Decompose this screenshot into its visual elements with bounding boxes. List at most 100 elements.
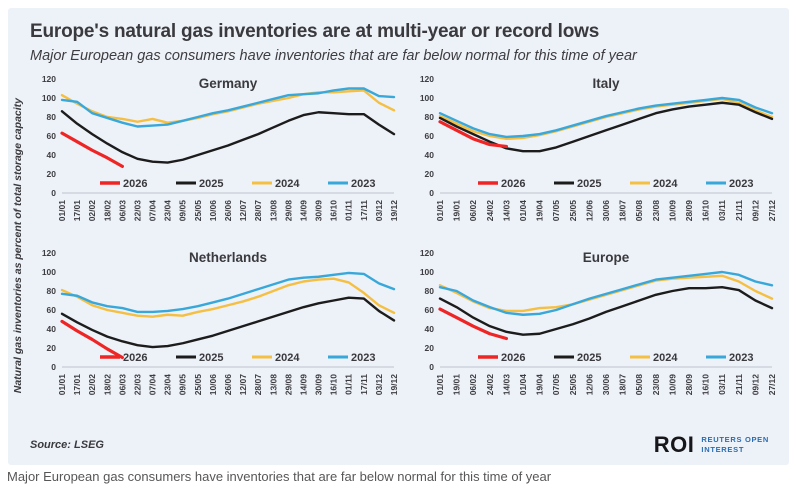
x-tick-label: 30/06 — [601, 200, 611, 222]
y-tick-label: 40 — [47, 150, 57, 160]
source-value: LSEG — [74, 439, 104, 451]
x-tick-label: 09/12 — [750, 374, 760, 396]
legend-item-2025: 2025 — [553, 352, 601, 364]
y-tick-label: 80 — [47, 286, 57, 296]
x-tick-label: 23/04 — [163, 200, 173, 222]
y-tick-label: 40 — [424, 324, 434, 334]
x-tick-label: 28/07 — [253, 374, 263, 396]
roi-logo-mark: ROI — [653, 432, 695, 457]
x-tick-label: 10/06 — [208, 200, 218, 222]
legend-label-2023: 2023 — [729, 352, 753, 364]
x-tick-label: 10/09 — [667, 200, 677, 222]
x-tick-label: 16/10 — [700, 374, 710, 396]
x-tick-label: 17/01 — [72, 200, 82, 222]
chart-card: Europe's natural gas inventories are at … — [8, 8, 789, 465]
y-tick-label: 120 — [42, 248, 56, 258]
legend-label-2026: 2026 — [123, 178, 147, 190]
series-line-2024 — [60, 89, 396, 124]
x-tick-label: 18/02 — [102, 374, 112, 396]
y-tick-label: 120 — [419, 74, 433, 84]
legend-item-2026: 2026 — [477, 352, 525, 364]
x-tick-label: 01/01 — [57, 200, 67, 222]
legend-label-2025: 2025 — [199, 352, 223, 364]
charts-grid: Germany 0 20 40 60 80 100 120 01/01 17/01 02/02 18/… — [30, 72, 785, 418]
legend-label-2024: 2024 — [275, 352, 300, 364]
y-tick-label: 100 — [419, 93, 433, 103]
x-tick-label: 14/03 — [501, 200, 511, 222]
series-line-2023 — [60, 87, 396, 128]
y-tick-label: 0 — [51, 362, 56, 372]
legend-item-2023: 2023 — [328, 178, 375, 190]
legend-item-2025: 2025 — [176, 352, 223, 364]
y-tick-label: 100 — [42, 93, 56, 103]
x-tick-label: 01/11 — [344, 374, 354, 395]
y-tick-label: 60 — [424, 131, 434, 141]
x-tick-label: 29/08 — [283, 374, 293, 396]
x-tick-label: 19/12 — [389, 374, 399, 396]
legend-item-2026: 2026 — [100, 352, 147, 364]
x-tick-label: 25/05 — [567, 200, 577, 222]
charts-area: Natural gas inventories as percent of to… — [8, 72, 789, 418]
plot-italy: Italy 0 20 40 60 80 100 120 01/01 19/01 06/02 24/02… — [419, 74, 777, 222]
x-tick-label: 22/03 — [132, 200, 142, 222]
x-tick-label: 23/08 — [650, 200, 660, 222]
x-tick-label: 12/06 — [584, 200, 594, 222]
x-tick-label: 28/09 — [684, 200, 694, 222]
y-tick-label: 40 — [47, 324, 57, 334]
legend-item-2023: 2023 — [705, 352, 753, 364]
source-note: Source: LSEG — [30, 439, 104, 451]
x-tick-label: 27/12 — [767, 374, 777, 396]
x-tick-label: 05/08 — [634, 200, 644, 222]
shared-y-axis-label: Natural gas inventories as percent of to… — [10, 72, 26, 420]
series-line-2026 — [437, 307, 508, 341]
x-tick-label: 19/04 — [534, 200, 544, 222]
x-tick-label: 01/04 — [518, 374, 528, 396]
y-tick-label: 120 — [419, 248, 433, 258]
source-label: Source: — [30, 439, 71, 451]
x-tick-label: 24/02 — [484, 374, 494, 396]
x-tick-label: 21/11 — [733, 200, 743, 221]
legend-item-2025: 2025 — [553, 178, 601, 190]
x-tick-label: 24/02 — [484, 200, 494, 222]
roi-logo-line2: INTEREST — [701, 445, 745, 454]
x-tick-label: 17/11 — [359, 200, 369, 221]
x-tick-label: 27/12 — [767, 200, 777, 222]
x-tick-label: 03/11 — [717, 374, 727, 395]
x-tick-label: 01/01 — [57, 374, 67, 396]
x-tick-label: 12/06 — [584, 374, 594, 396]
chart-italy: Italy 0 20 40 60 80 100 120 01/01 19/01 06/02 24/02… — [408, 72, 786, 244]
y-tick-label: 20 — [424, 343, 434, 353]
legend-item-2026: 2026 — [100, 178, 147, 190]
x-tick-label: 25/05 — [193, 200, 203, 222]
legend-label-2023: 2023 — [351, 352, 375, 364]
x-tick-label: 07/04 — [148, 374, 158, 396]
x-tick-label: 18/02 — [102, 200, 112, 222]
x-tick-label: 06/03 — [117, 200, 127, 222]
x-tick-label: 10/09 — [667, 374, 677, 396]
series-line-2024 — [60, 277, 396, 318]
legend-label-2026: 2026 — [123, 352, 147, 364]
x-tick-label: 28/09 — [684, 374, 694, 396]
y-tick-label: 100 — [42, 267, 56, 277]
x-tick-label: 06/03 — [117, 374, 127, 396]
series-line-2026 — [60, 319, 124, 360]
x-tick-label: 25/05 — [567, 374, 577, 396]
chart-europe: Europe 0 20 40 60 80 100 120 01/01 19/01 06/02 24/0… — [408, 246, 786, 418]
x-tick-label: 09/05 — [178, 374, 188, 396]
y-tick-label: 0 — [51, 188, 56, 198]
x-tick-label: 13/08 — [268, 374, 278, 396]
x-tick-label: 14/03 — [501, 374, 511, 396]
series-line-2025 — [60, 296, 396, 349]
x-tick-label: 01/01 — [435, 200, 445, 222]
x-tick-label: 07/05 — [551, 200, 561, 222]
bottom-caption: Major European gas consumers have invent… — [7, 469, 552, 484]
chart-title: Europe — [582, 250, 629, 265]
plot-germany: Germany 0 20 40 60 80 100 120 01/01 17/01 02/02 18/… — [42, 74, 399, 222]
plot-europe: Europe 0 20 40 60 80 100 120 01/01 19/01 06/02 24/0… — [419, 248, 777, 396]
series-line-2023 — [438, 270, 773, 316]
x-tick-label: 07/05 — [551, 374, 561, 396]
legend-label-2026: 2026 — [501, 178, 525, 190]
y-tick-label: 80 — [424, 112, 434, 122]
x-tick-label: 19/01 — [451, 200, 461, 222]
legend-label-2025: 2025 — [577, 352, 601, 364]
